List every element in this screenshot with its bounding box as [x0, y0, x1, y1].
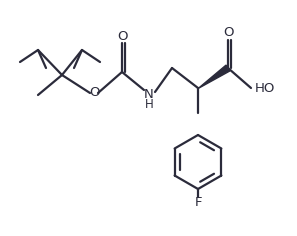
Polygon shape — [198, 65, 230, 88]
Text: F: F — [194, 197, 202, 210]
Text: H: H — [145, 97, 153, 110]
Text: O: O — [224, 26, 234, 39]
Text: O: O — [118, 30, 128, 42]
Text: O: O — [89, 87, 99, 100]
Text: HO: HO — [255, 81, 275, 94]
Text: N: N — [144, 88, 154, 101]
